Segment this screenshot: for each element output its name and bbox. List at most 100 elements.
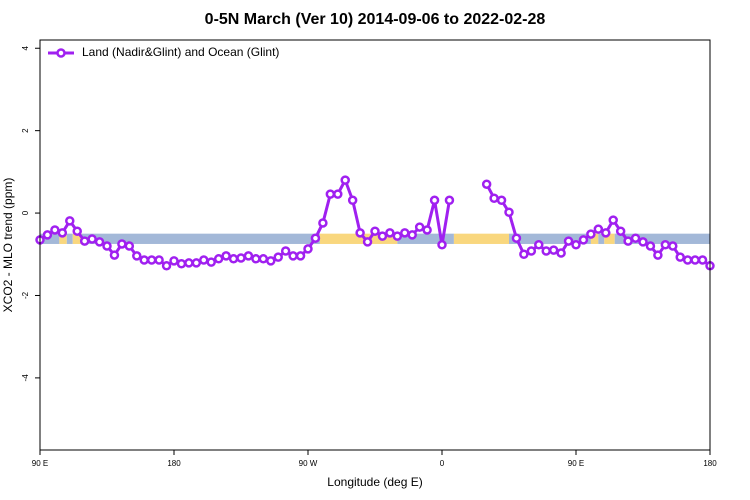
data-point xyxy=(377,231,388,241)
surface-band xyxy=(59,233,67,244)
y-tick-label: 2 xyxy=(21,128,30,133)
data-point xyxy=(184,258,194,268)
y-tick-label: -4 xyxy=(21,374,30,382)
data-point xyxy=(273,252,283,262)
data-point xyxy=(333,189,343,199)
data-point xyxy=(94,237,105,247)
data-point xyxy=(109,250,120,260)
surface-band xyxy=(598,233,605,244)
data-point xyxy=(206,257,216,267)
data-point xyxy=(615,226,626,236)
data-point xyxy=(154,255,164,265)
data-point xyxy=(318,218,328,228)
y-tick-label: 4 xyxy=(21,45,30,50)
data-point xyxy=(176,258,187,269)
data-point xyxy=(347,195,358,206)
data-point xyxy=(72,226,82,236)
surface-band xyxy=(397,233,454,244)
data-point xyxy=(578,235,589,245)
data-point xyxy=(511,233,522,243)
data-point xyxy=(422,225,432,235)
data-point xyxy=(690,255,700,265)
data-point xyxy=(42,230,53,240)
data-point xyxy=(668,241,678,251)
data-point xyxy=(295,251,306,261)
chart-title: 0-5N March (Ver 10) 2014-09-06 to 2022-0… xyxy=(205,11,546,28)
x-axis-label: Longitude (deg E) xyxy=(327,475,422,489)
data-point xyxy=(504,207,514,217)
surface-band xyxy=(66,233,73,244)
x-tick-label: 90 W xyxy=(299,459,318,468)
data-point xyxy=(653,250,663,260)
data-point xyxy=(325,189,336,199)
data-point xyxy=(169,256,179,266)
data-point xyxy=(79,236,90,246)
data-point xyxy=(601,228,611,238)
data-point xyxy=(340,175,350,185)
data-point xyxy=(645,241,656,251)
surface-band xyxy=(604,233,615,244)
x-tick-label: 180 xyxy=(703,459,717,468)
data-point xyxy=(481,179,492,189)
data-point xyxy=(139,255,149,265)
data-point xyxy=(161,261,172,271)
data-point xyxy=(586,229,596,239)
data-point xyxy=(355,228,365,238)
surface-band xyxy=(614,233,710,244)
legend-label: Land (Nadir&Glint) and Ocean (Glint) xyxy=(82,45,279,59)
data-point xyxy=(221,251,231,261)
y-tick-label: -2 xyxy=(21,291,30,299)
data-point xyxy=(310,233,321,243)
surface-band xyxy=(72,233,82,244)
data-point xyxy=(199,255,209,265)
surface-band xyxy=(81,233,320,244)
data-point xyxy=(251,254,261,264)
data-point xyxy=(534,240,544,250)
data-point xyxy=(697,255,708,265)
data-point xyxy=(608,215,618,225)
data-point xyxy=(563,236,574,246)
data-point xyxy=(444,195,455,206)
data-point xyxy=(303,244,313,254)
data-point xyxy=(370,226,380,236)
data-point xyxy=(266,256,276,266)
data-point xyxy=(593,224,604,234)
data-point xyxy=(132,251,142,261)
legend-marker xyxy=(56,48,66,58)
data-point xyxy=(362,237,373,247)
data-point xyxy=(258,254,269,264)
data-point xyxy=(57,228,68,238)
data-point xyxy=(146,255,157,265)
data-point xyxy=(682,255,693,265)
surface-band xyxy=(509,233,591,244)
data-point xyxy=(414,222,425,232)
data-point xyxy=(385,228,395,238)
data-point xyxy=(489,193,499,203)
data-point xyxy=(541,246,551,256)
data-point xyxy=(50,225,60,235)
data-point xyxy=(675,252,685,262)
data-point xyxy=(660,240,671,250)
data-point xyxy=(288,251,298,261)
data-point xyxy=(519,249,529,260)
data-point xyxy=(236,253,246,263)
x-tick-label: 180 xyxy=(167,459,181,468)
data-point xyxy=(243,251,254,261)
data-point xyxy=(437,240,447,250)
data-point xyxy=(87,234,97,244)
surface-band xyxy=(453,233,509,244)
data-point xyxy=(191,258,202,268)
x-tick-label: 90 E xyxy=(32,459,48,468)
data-point xyxy=(623,236,633,246)
surface-band xyxy=(319,233,398,244)
data-point xyxy=(526,246,537,256)
data-point xyxy=(102,241,112,251)
plot-frame xyxy=(39,39,711,451)
data-point xyxy=(117,239,127,249)
x-tick-label: 0 xyxy=(440,459,445,468)
data-point xyxy=(407,230,417,240)
data-point xyxy=(429,195,440,206)
data-point xyxy=(571,240,581,250)
